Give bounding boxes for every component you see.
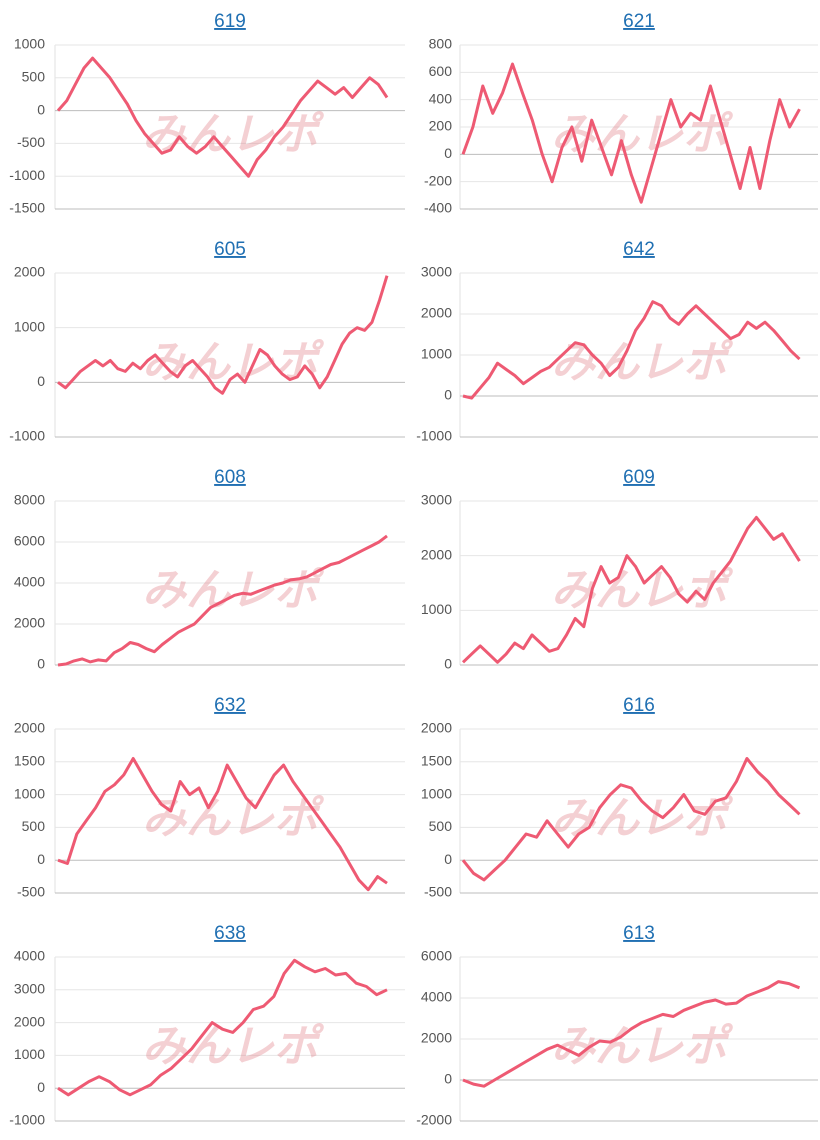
y-tick-label: -2000: [416, 1112, 452, 1128]
y-tick-label: 3000: [421, 264, 452, 280]
y-tick-label: 8000: [14, 492, 45, 508]
line-series: [462, 300, 801, 400]
line-series: [57, 757, 388, 892]
y-tick-label: 3000: [14, 981, 45, 997]
line-series: [461, 515, 801, 664]
line-series: [462, 980, 801, 1088]
y-tick-label: -500: [424, 884, 452, 900]
y-tick-label: -500: [17, 134, 45, 150]
y-tick-label: -1000: [9, 428, 45, 444]
y-tick-label: 500: [22, 69, 46, 85]
y-tick-label: 0: [444, 851, 452, 867]
y-tick-label: 200: [429, 118, 453, 134]
watermark: みんレポ: [142, 109, 325, 160]
chart-title[interactable]: 609: [623, 467, 655, 488]
y-tick-label: 2000: [14, 264, 45, 280]
y-tick-label: 0: [37, 101, 45, 117]
y-tick-label: 6000: [421, 948, 452, 964]
y-tick-label: 3000: [421, 492, 452, 508]
y-tick-label: 0: [444, 145, 452, 161]
y-tick-label: 6000: [14, 533, 45, 549]
y-tick-label: 0: [444, 656, 452, 672]
y-tick-label: -1500: [9, 200, 45, 216]
line-series: [461, 757, 801, 882]
y-tick-label: 800: [429, 36, 453, 52]
y-tick-label: 1000: [14, 318, 45, 334]
chart-title[interactable]: 638: [214, 923, 246, 944]
y-tick-label: -200: [424, 172, 452, 188]
y-tick-label: 1500: [14, 753, 45, 769]
y-tick-label: 2000: [14, 720, 45, 736]
chart-title[interactable]: 632: [214, 695, 246, 716]
chart-title[interactable]: 608: [214, 467, 246, 488]
y-tick-label: 4000: [14, 574, 45, 590]
y-tick-label: -500: [17, 884, 45, 900]
y-tick-label: 2000: [421, 546, 452, 562]
y-tick-label: -400: [424, 200, 452, 216]
y-tick-label: -1000: [416, 428, 452, 444]
line-series: [461, 62, 801, 204]
y-tick-label: 1500: [421, 753, 452, 769]
chart-title[interactable]: 613: [623, 923, 655, 944]
watermark: みんレポ: [551, 565, 734, 616]
y-tick-label: 500: [22, 818, 46, 834]
y-tick-label: 1000: [421, 785, 452, 801]
chart-title[interactable]: 621: [623, 11, 655, 32]
y-tick-label: 1000: [14, 785, 45, 801]
line-series: [57, 958, 388, 1097]
chart-title[interactable]: 619: [214, 11, 246, 32]
watermark: みんレポ: [551, 109, 734, 160]
y-tick-label: 1000: [421, 346, 452, 362]
y-tick-label: 0: [37, 373, 45, 389]
y-tick-label: 2000: [14, 1013, 45, 1029]
y-tick-label: 2000: [421, 1030, 452, 1046]
y-tick-label: 1000: [14, 1046, 45, 1062]
line-series: [56, 56, 389, 178]
y-tick-label: 2000: [421, 305, 452, 321]
chart-title[interactable]: 616: [623, 695, 655, 716]
y-tick-label: 0: [37, 1079, 45, 1095]
y-tick-label: 500: [429, 818, 453, 834]
watermark: みんレポ: [551, 1021, 734, 1072]
y-tick-label: 4000: [14, 948, 45, 964]
watermark: みんレポ: [142, 337, 325, 388]
line-series: [57, 275, 389, 395]
y-tick-label: 0: [444, 1071, 452, 1087]
y-tick-label: 0: [37, 851, 45, 867]
y-tick-label: 2000: [14, 615, 45, 631]
y-tick-label: 600: [429, 63, 453, 79]
y-tick-label: -1000: [9, 1112, 45, 1128]
watermark: みんレポ: [142, 793, 325, 844]
y-tick-label: 0: [444, 387, 452, 403]
y-tick-label: 0: [37, 656, 45, 672]
y-tick-label: 2000: [421, 720, 452, 736]
watermark: みんレポ: [142, 565, 325, 616]
y-tick-label: 1000: [14, 36, 45, 52]
y-tick-label: 4000: [421, 989, 452, 1005]
chart-title[interactable]: 605: [214, 239, 246, 260]
y-tick-label: -1000: [9, 167, 45, 183]
y-tick-label: 400: [429, 90, 453, 106]
watermark: みんレポ: [142, 1021, 325, 1072]
chart-title[interactable]: 642: [623, 239, 655, 260]
y-tick-label: 1000: [421, 601, 452, 617]
line-series: [57, 534, 388, 667]
